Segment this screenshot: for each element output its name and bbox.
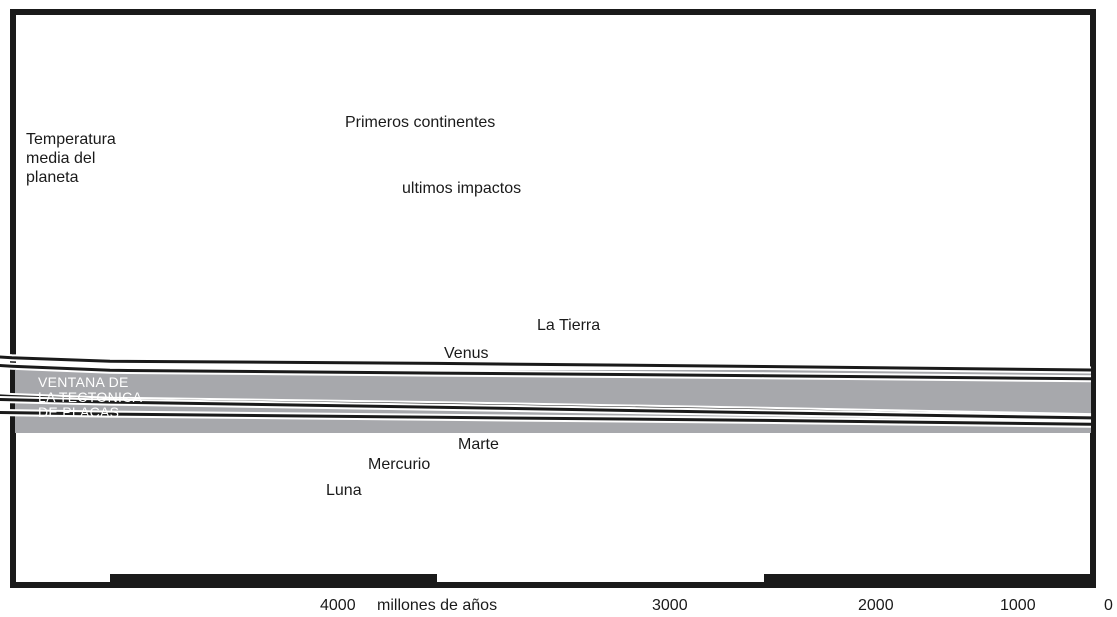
series-label-mercurio: Mercurio — [368, 456, 431, 473]
series-line-1 — [0, 364, 1092, 381]
series-line-4 — [0, 411, 1092, 426]
x-tick-0: 0 — [1104, 597, 1113, 614]
x-tick-3000: 3000 — [652, 597, 688, 614]
series-lines — [0, 353, 1092, 428]
series-line-0 — [0, 355, 1092, 372]
x-tick-2000: 2000 — [858, 597, 894, 614]
annotation-ultimos-impactos: ultimos impactos — [402, 180, 522, 197]
timeline-bar-1 — [110, 574, 437, 587]
timeline-bar-2 — [764, 574, 1091, 587]
series-label-marte: Marte — [458, 436, 499, 453]
y-axis-label: Temperatura media del planeta — [26, 131, 116, 186]
series-line-3 — [0, 397, 1092, 420]
series-label-luna: Luna — [326, 482, 362, 499]
band-label: VENTANA DE LA TECTONICA DE PLACAS — [38, 374, 143, 420]
series-label-venus: Venus — [444, 345, 489, 362]
timeline-bars — [110, 574, 1091, 587]
x-axis-unit-label: millones de años — [377, 597, 498, 614]
series-label-la-tierra: La Tierra — [537, 317, 601, 334]
plot-frame — [10, 9, 1096, 588]
annotation-primeros-continentes: Primeros continentes — [345, 114, 496, 131]
x-tick-1000: 1000 — [1000, 597, 1036, 614]
x-tick-4000: 4000 — [320, 597, 356, 614]
